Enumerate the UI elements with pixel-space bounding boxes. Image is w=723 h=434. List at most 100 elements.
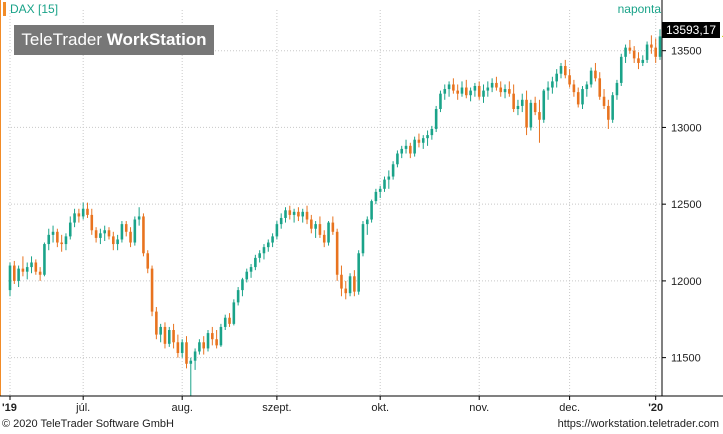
candle-body	[137, 216, 141, 220]
candle-body	[426, 135, 429, 139]
candle	[409, 142, 412, 159]
candle-body	[94, 230, 98, 238]
candle-body	[275, 224, 279, 237]
candle-body	[396, 153, 399, 165]
candle	[305, 205, 309, 225]
candle-body	[533, 102, 537, 113]
candle	[383, 176, 386, 192]
candle	[202, 336, 205, 355]
candle	[417, 133, 421, 148]
candle	[322, 230, 326, 248]
candle-body	[150, 268, 154, 312]
candle-body	[344, 288, 348, 294]
candle-body	[56, 231, 59, 243]
candle	[56, 228, 59, 248]
candle	[594, 62, 597, 82]
candle-body	[314, 224, 317, 229]
candle-body	[64, 236, 68, 245]
candle-body	[288, 210, 292, 215]
candle-body	[206, 333, 210, 349]
candle-body	[34, 262, 38, 272]
candle	[340, 265, 343, 297]
watermark-light: TeleTrader	[21, 30, 107, 49]
candle-body	[215, 339, 218, 346]
y-tick-label: 11500	[671, 353, 701, 365]
period-label[interactable]: naponta	[617, 2, 661, 16]
candle	[581, 85, 584, 110]
candle	[602, 89, 606, 110]
candle	[525, 90, 528, 136]
candle-body	[327, 222, 330, 243]
candle-body	[365, 219, 369, 225]
candle-body	[353, 276, 356, 292]
candle	[245, 268, 249, 283]
candle-body	[430, 128, 434, 136]
candle	[215, 330, 218, 349]
candle-body	[258, 253, 261, 258]
candle-body	[589, 70, 593, 85]
candle	[564, 59, 567, 79]
candle	[103, 225, 106, 241]
candle	[112, 231, 115, 251]
candle	[73, 208, 76, 228]
candle	[266, 239, 270, 252]
candle	[413, 136, 416, 157]
candle	[172, 323, 175, 349]
candle-body	[628, 47, 632, 51]
candle	[68, 216, 72, 240]
candle-body	[81, 208, 85, 217]
candle-body	[155, 311, 158, 335]
candle	[292, 208, 296, 223]
candle	[391, 161, 395, 180]
candle-body	[443, 89, 447, 94]
candle	[615, 79, 619, 100]
candle-body	[73, 213, 76, 223]
candle-body	[116, 239, 119, 245]
x-tick-label: szept.	[262, 402, 291, 414]
candle	[241, 277, 244, 297]
candle	[77, 208, 81, 223]
candle	[38, 267, 42, 281]
candle	[189, 357, 193, 396]
candle	[499, 81, 503, 97]
candle-body	[90, 214, 94, 231]
x-tick-label: dec.	[559, 402, 580, 414]
candle-body	[650, 44, 653, 48]
x-axis: '19 júl. aug. szept. okt. nov. dec. '20	[0, 395, 723, 414]
candle-body	[581, 89, 584, 105]
x-tick-label: júl.	[75, 402, 90, 414]
candle-body	[124, 224, 128, 232]
candle	[434, 105, 438, 133]
candle-body	[619, 56, 623, 83]
candle-body	[378, 188, 382, 192]
candle	[288, 205, 292, 220]
candle-body	[331, 222, 335, 232]
candle-body	[499, 87, 503, 93]
candle-body	[335, 231, 339, 275]
candle	[520, 93, 524, 113]
candle	[81, 202, 85, 220]
candle	[473, 82, 477, 97]
candle	[439, 90, 442, 113]
candle-body	[538, 112, 541, 120]
footer-url-link[interactable]: https://workstation.teletrader.com	[557, 418, 719, 430]
candle-body	[559, 66, 563, 74]
candle	[641, 55, 645, 67]
candle	[538, 99, 541, 143]
candle-body	[249, 267, 253, 272]
candle-body	[292, 211, 296, 215]
candle	[86, 202, 89, 218]
candle	[469, 87, 472, 102]
candle-body	[387, 176, 391, 180]
candle	[611, 92, 614, 123]
candle	[645, 41, 649, 63]
candle	[185, 336, 188, 369]
candle-body	[43, 244, 46, 275]
instrument-title[interactable]: DAX [15]	[3, 2, 58, 16]
candle-body	[404, 145, 408, 149]
candle-body	[232, 302, 236, 324]
candle-body	[447, 84, 451, 90]
candle-body	[607, 105, 610, 120]
candle	[555, 69, 558, 88]
